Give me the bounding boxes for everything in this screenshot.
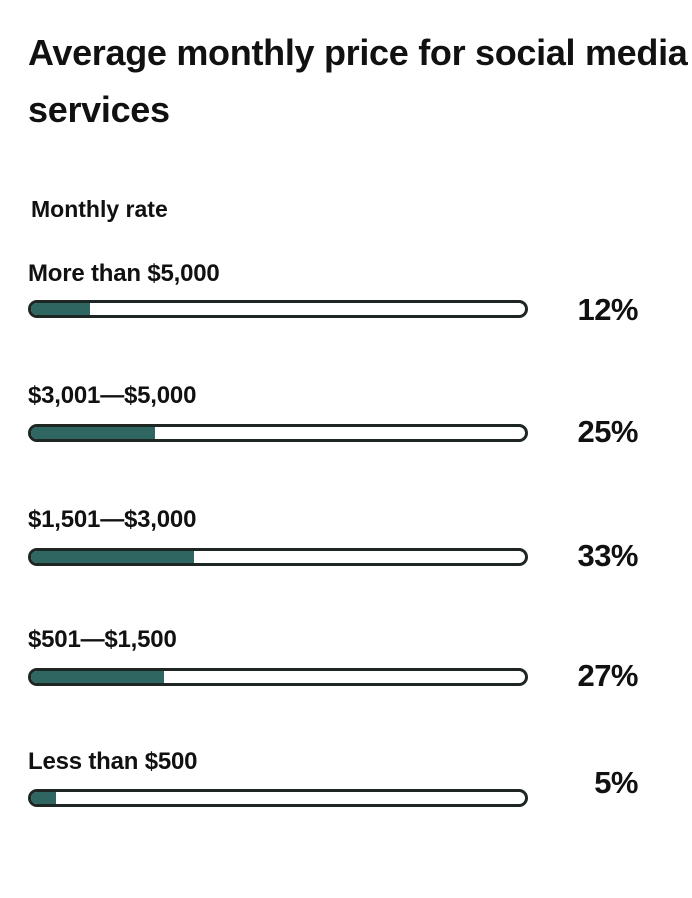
bar-track <box>28 789 528 807</box>
bar-row: $501—$1,500 27% <box>28 626 638 696</box>
bar-fill <box>31 427 155 439</box>
bar-row: Less than $500 5% <box>28 748 638 818</box>
bar-value-label: 5% <box>594 765 638 800</box>
bar-value-label: 25% <box>577 414 638 449</box>
bar-fill <box>31 792 56 804</box>
bar-fill <box>31 551 195 563</box>
bar-label: $501—$1,500 <box>28 626 177 653</box>
chart-subtitle: Monthly rate <box>31 196 168 222</box>
bar-label: More than $5,000 <box>28 260 220 287</box>
bar-row: $1,501—$3,000 33% <box>28 506 638 576</box>
chart-title: Average monthly price for social media s… <box>28 32 688 130</box>
bar-row: $3,001—$5,000 25% <box>28 382 638 452</box>
bar-track <box>28 548 528 566</box>
bar-fill <box>31 671 165 683</box>
bar-value-label: 27% <box>577 658 638 693</box>
bar-label: $1,501—$3,000 <box>28 506 197 533</box>
bar-value-label: 12% <box>577 292 638 327</box>
bar-row: More than $5,000 12% <box>28 260 638 330</box>
bar-track <box>28 300 528 318</box>
bar-track <box>28 424 528 442</box>
bar-fill <box>31 303 91 315</box>
bar-label: $3,001—$5,000 <box>28 382 197 409</box>
bar-label: Less than $500 <box>28 748 198 775</box>
bar-value-label: 33% <box>577 538 638 573</box>
bar-track <box>28 668 528 686</box>
